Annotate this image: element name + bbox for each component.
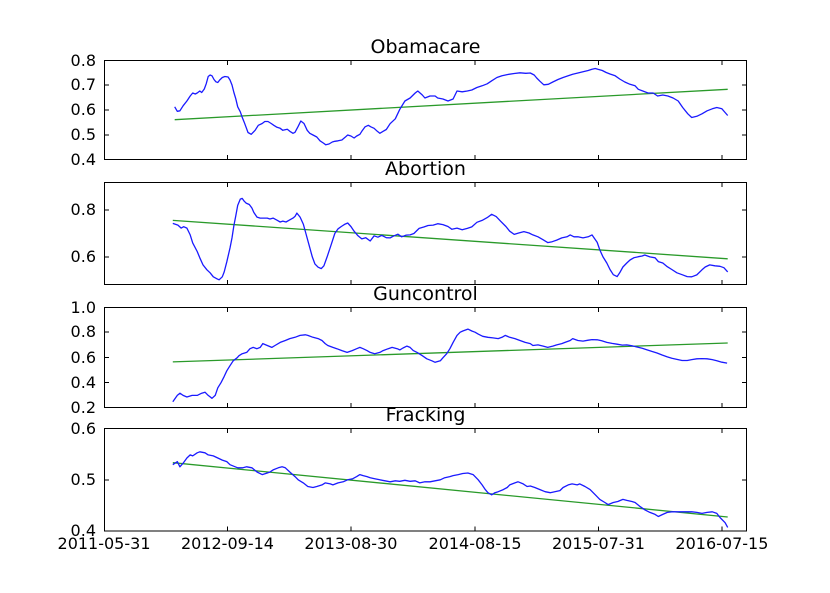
y-tick-label: 0.4 <box>70 372 96 392</box>
y-tick-label: 0.8 <box>70 50 96 70</box>
series-line <box>172 451 729 528</box>
subplot-title-obamacare: Obamacare <box>370 36 481 58</box>
x-tick-label: 2012-09-14 <box>180 534 274 553</box>
y-tick-label: 0.6 <box>70 246 96 266</box>
x-tick-label: 2013-08-30 <box>304 534 398 553</box>
subplot-fracking <box>104 428 747 532</box>
trend-line <box>172 219 728 260</box>
y-tick-label: 0.5 <box>70 125 96 144</box>
plot-canvas <box>104 307 747 408</box>
y-tick-label: 0.8 <box>70 200 96 220</box>
subplot-title-abortion: Abortion <box>385 158 466 180</box>
axes-spines <box>104 428 747 532</box>
series-line <box>172 328 728 403</box>
x-tick-label: 2011-05-31 <box>57 534 151 553</box>
subplot-title-guncontrol: Guncontrol <box>373 283 478 305</box>
series-line <box>174 67 729 146</box>
y-tick-label: 0.6 <box>70 418 96 438</box>
trend-line <box>174 88 728 121</box>
y-tick-label: 0.5 <box>70 469 96 489</box>
y-tick-label: 0.4 <box>70 149 96 169</box>
subplot-abortion <box>104 182 747 285</box>
series-line <box>172 197 729 281</box>
y-tick-label: 1.0 <box>70 297 96 317</box>
y-tick-label: 0.6 <box>70 100 96 119</box>
subplot-obamacare <box>104 60 747 160</box>
x-tick-label: 2015-07-31 <box>551 534 645 553</box>
x-tick-label: 2016-07-15 <box>675 534 769 553</box>
y-tick-label: 0.2 <box>70 397 96 417</box>
subplot-title-fracking: Fracking <box>385 404 466 426</box>
y-tick-label: 0.7 <box>70 75 96 94</box>
subplot-guncontrol <box>104 307 747 408</box>
axes-spines <box>104 60 747 160</box>
x-tick-label: 2014-08-15 <box>428 534 522 553</box>
axes-spines <box>104 307 747 408</box>
trend-line <box>172 462 728 518</box>
plot-canvas <box>104 182 747 285</box>
y-tick-label: 0.8 <box>70 322 96 342</box>
plot-canvas <box>104 428 747 532</box>
axes-spines <box>104 182 747 285</box>
y-tick-label: 0.6 <box>70 347 96 367</box>
y-tick-label: 0.4 <box>70 521 96 540</box>
plot-canvas <box>104 60 747 160</box>
trend-line <box>172 342 728 363</box>
